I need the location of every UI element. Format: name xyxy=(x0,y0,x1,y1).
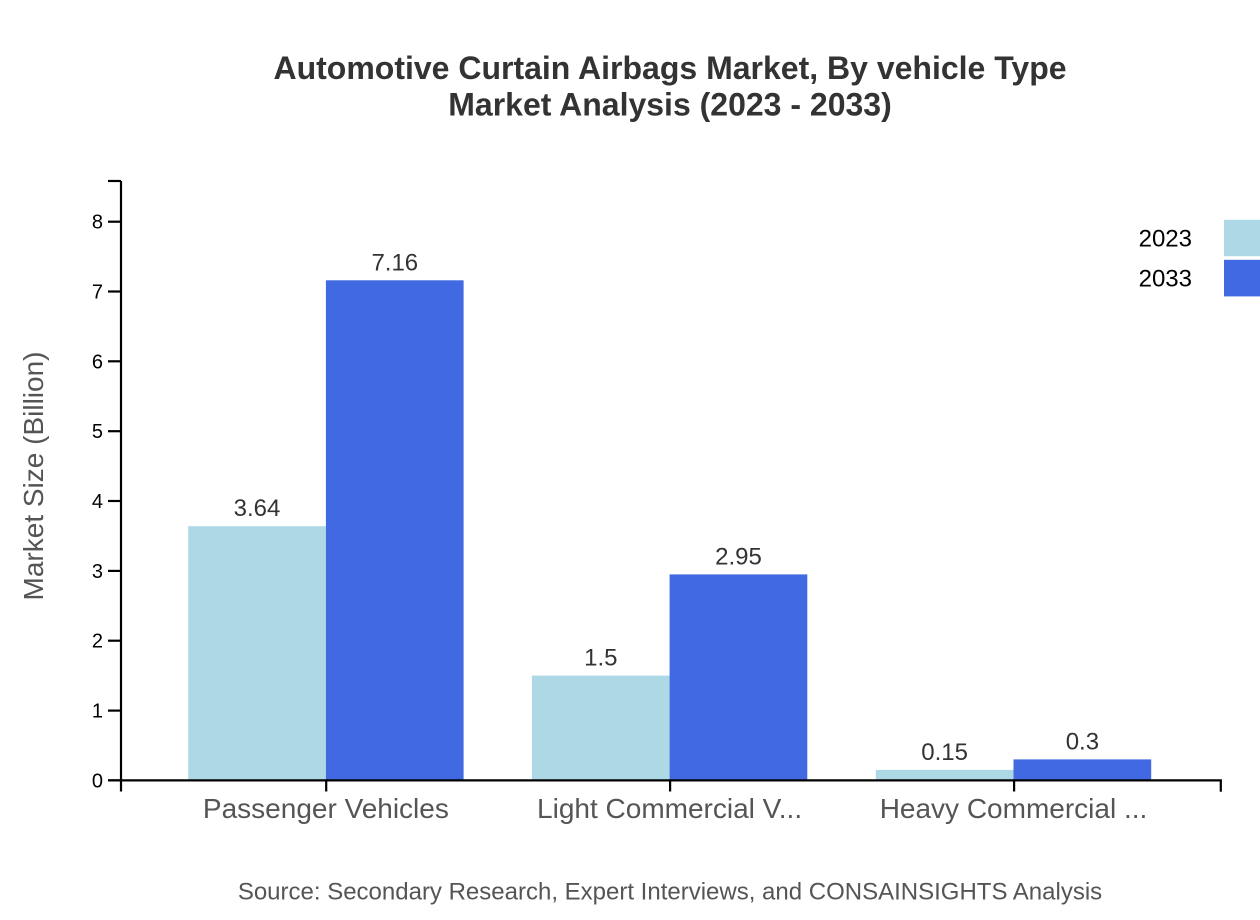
svg-text:6: 6 xyxy=(92,351,103,373)
svg-text:4: 4 xyxy=(92,491,103,513)
svg-text:Market Analysis (2023 - 2033): Market Analysis (2023 - 2033) xyxy=(448,87,892,123)
svg-text:3.64: 3.64 xyxy=(234,495,281,522)
svg-text:Automotive Curtain Airbags Mar: Automotive Curtain Airbags Market, By ve… xyxy=(273,50,1066,86)
svg-text:2.95: 2.95 xyxy=(715,543,762,570)
svg-text:8: 8 xyxy=(92,212,103,234)
svg-text:Heavy Commercial ...: Heavy Commercial ... xyxy=(880,793,1148,824)
svg-text:3: 3 xyxy=(92,561,103,583)
svg-text:0.15: 0.15 xyxy=(921,739,968,766)
svg-text:1.5: 1.5 xyxy=(584,645,617,672)
svg-text:Market Size (Billion): Market Size (Billion) xyxy=(18,352,49,601)
svg-text:7.16: 7.16 xyxy=(371,249,418,276)
svg-text:5: 5 xyxy=(92,421,103,443)
svg-text:1: 1 xyxy=(92,701,103,723)
svg-text:7: 7 xyxy=(92,282,103,304)
svg-text:2: 2 xyxy=(92,631,103,653)
svg-text:2033: 2033 xyxy=(1139,266,1192,293)
svg-text:Light Commercial V...: Light Commercial V... xyxy=(537,793,802,824)
svg-text:0: 0 xyxy=(92,770,103,792)
svg-text:0.3: 0.3 xyxy=(1066,728,1099,755)
svg-text:2023: 2023 xyxy=(1139,226,1192,253)
svg-text:Source: Secondary Research, Ex: Source: Secondary Research, Expert Inter… xyxy=(238,879,1102,906)
svg-text:Passenger Vehicles: Passenger Vehicles xyxy=(203,793,449,824)
